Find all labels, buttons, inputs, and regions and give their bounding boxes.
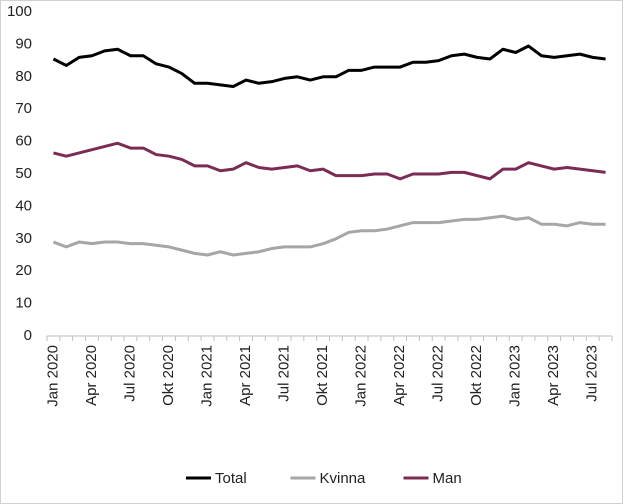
x-tick-label: Apr 2020 — [83, 345, 100, 406]
y-tick-label: 10 — [15, 295, 32, 312]
x-tick-label: Okt 2020 — [160, 345, 177, 406]
y-tick-label: 90 — [15, 35, 32, 52]
x-tick-label: Jul 2021 — [276, 345, 293, 402]
y-tick-label: 60 — [15, 133, 32, 150]
x-tick-label: Jan 2020 — [44, 345, 61, 407]
y-tick-label: 100 — [7, 3, 32, 20]
x-tick-label: Jul 2023 — [584, 345, 601, 402]
y-tick-label: 30 — [15, 230, 32, 247]
legend-label: Kvinna — [320, 470, 367, 487]
x-tick-label: Jan 2023 — [507, 345, 524, 407]
y-tick-label: 70 — [15, 100, 32, 117]
y-tick-label: 20 — [15, 262, 32, 279]
x-tick-label: Apr 2023 — [545, 345, 562, 406]
y-tick-label: 40 — [15, 197, 32, 214]
legend-label: Man — [433, 470, 462, 487]
legend-label: Total — [215, 470, 247, 487]
y-tick-label: 0 — [24, 327, 32, 344]
series-line — [52, 44, 606, 89]
x-tick-label: Okt 2021 — [314, 345, 331, 406]
x-tick-label: Jan 2021 — [198, 345, 215, 407]
x-tick-label: Jul 2020 — [121, 345, 138, 402]
series-line — [53, 141, 606, 181]
x-tick-label: Okt 2022 — [468, 345, 485, 406]
y-tick-label: 50 — [15, 165, 32, 182]
x-tick-label: Apr 2022 — [391, 345, 408, 406]
y-tick-label: 80 — [15, 68, 32, 85]
series-line — [52, 214, 606, 257]
x-tick-label: Apr 2021 — [237, 345, 254, 406]
x-tick-label: Jan 2022 — [353, 345, 370, 407]
x-tick-label: Jul 2022 — [430, 345, 447, 402]
